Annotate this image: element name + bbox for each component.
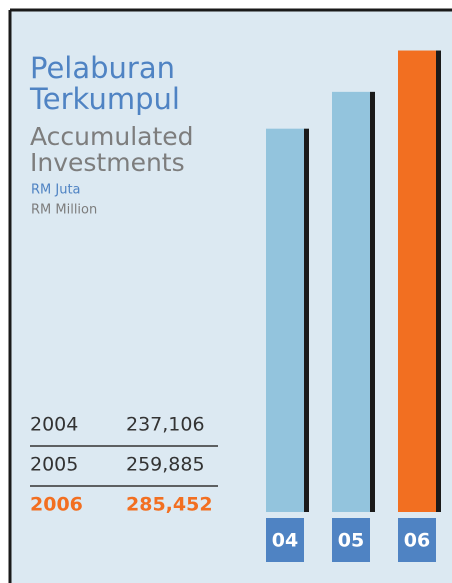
bar [398,50,436,513]
table-year: 2004 [30,414,78,436]
table-value: 237,106 [126,414,205,436]
x-tick-label: 04 [272,530,298,552]
subtitle: Accumulated [30,122,194,151]
category-box [266,518,304,562]
table-year: 2005 [30,454,78,476]
category-box [332,518,370,562]
bar [332,91,370,512]
bar-shadow [436,50,441,513]
title: Pelaburan [30,51,175,85]
table-year: 2006 [30,494,83,516]
x-tick-label: 05 [338,530,364,552]
bar [266,128,304,512]
category-box [398,518,436,562]
subtitle: Investments [30,148,185,177]
title: Terkumpul [29,82,180,116]
table-value: 285,452 [126,494,213,516]
bar-shadow [370,91,375,512]
panel [11,11,452,583]
unit: RM Juta [31,183,81,198]
table-value: 259,885 [126,454,205,476]
bar-shadow [304,128,309,512]
x-tick-label: 06 [404,530,430,552]
unit: RM Million [31,203,97,218]
